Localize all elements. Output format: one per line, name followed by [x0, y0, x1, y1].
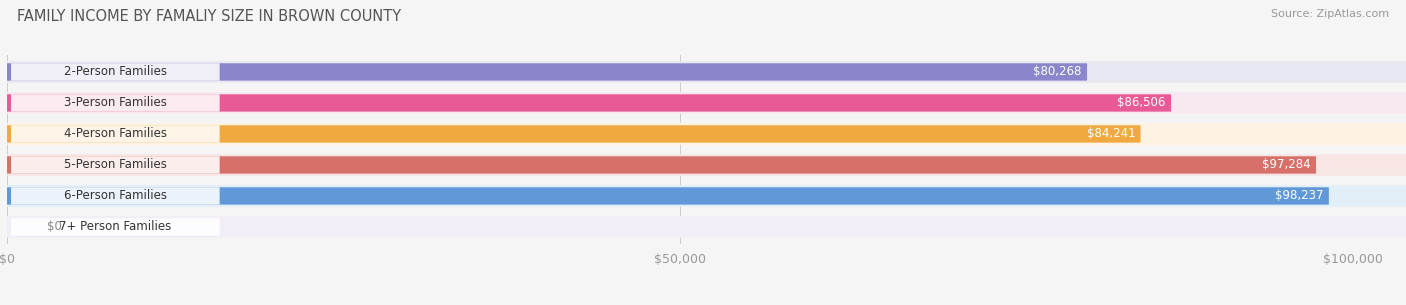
- Text: FAMILY INCOME BY FAMALIY SIZE IN BROWN COUNTY: FAMILY INCOME BY FAMALIY SIZE IN BROWN C…: [17, 9, 401, 24]
- Text: 5-Person Families: 5-Person Families: [63, 159, 167, 171]
- Text: 4-Person Families: 4-Person Families: [63, 127, 167, 140]
- FancyBboxPatch shape: [11, 218, 219, 236]
- FancyBboxPatch shape: [11, 63, 219, 81]
- FancyBboxPatch shape: [11, 156, 219, 174]
- Text: Source: ZipAtlas.com: Source: ZipAtlas.com: [1271, 9, 1389, 19]
- Text: $97,284: $97,284: [1263, 159, 1310, 171]
- FancyBboxPatch shape: [11, 94, 219, 112]
- FancyBboxPatch shape: [7, 123, 1406, 145]
- Text: 2-Person Families: 2-Person Families: [63, 66, 167, 78]
- FancyBboxPatch shape: [7, 156, 1316, 174]
- Text: 3-Person Families: 3-Person Families: [63, 96, 167, 109]
- FancyBboxPatch shape: [7, 154, 1406, 176]
- FancyBboxPatch shape: [11, 187, 219, 205]
- FancyBboxPatch shape: [7, 187, 1329, 205]
- Text: $84,241: $84,241: [1087, 127, 1135, 140]
- FancyBboxPatch shape: [7, 216, 1406, 238]
- FancyBboxPatch shape: [7, 63, 1087, 81]
- FancyBboxPatch shape: [7, 94, 1171, 112]
- FancyBboxPatch shape: [7, 92, 1406, 114]
- Text: $86,506: $86,506: [1118, 96, 1166, 109]
- Text: 7+ Person Families: 7+ Person Families: [59, 221, 172, 233]
- FancyBboxPatch shape: [7, 185, 1406, 207]
- Text: $98,237: $98,237: [1275, 189, 1323, 203]
- FancyBboxPatch shape: [7, 125, 1140, 143]
- Text: $0: $0: [48, 221, 62, 233]
- FancyBboxPatch shape: [11, 125, 219, 143]
- Text: $80,268: $80,268: [1033, 66, 1081, 78]
- FancyBboxPatch shape: [7, 61, 1406, 83]
- Text: 6-Person Families: 6-Person Families: [63, 189, 167, 203]
